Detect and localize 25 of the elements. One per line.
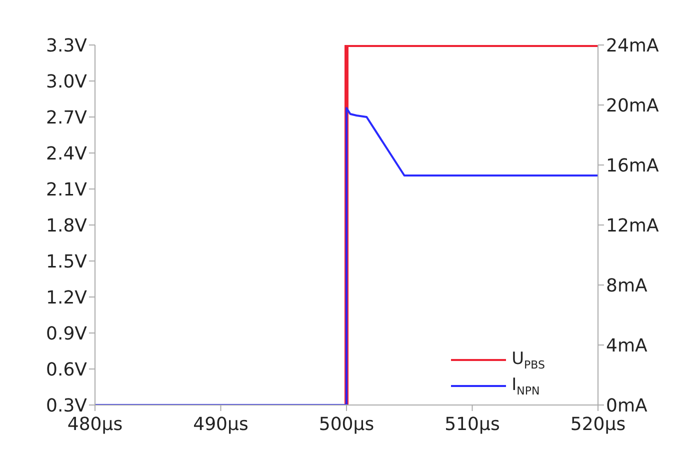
- x-tick-label: 500µs: [318, 414, 374, 435]
- x-tick-label: 490µs: [193, 414, 248, 435]
- y-tick-label: 3.0V: [46, 71, 88, 92]
- x-tick-label: 480µs: [67, 414, 123, 435]
- y2-tick-label: 12mA: [606, 215, 660, 236]
- x-tick-label: 510µs: [444, 414, 500, 435]
- legend-label: U$_{PBS}$: [512, 348, 545, 372]
- y-tick-label: 2.7V: [46, 107, 88, 128]
- y-tick-label: 0.3V: [46, 395, 88, 416]
- y2-tick-label: 16mA: [606, 155, 660, 176]
- y-tick-label: 2.1V: [46, 179, 88, 200]
- y2-tick-label: 20mA: [606, 95, 660, 116]
- y2-tick-label: 4mA: [606, 335, 648, 356]
- x-tick-label: 520µs: [570, 414, 626, 435]
- y-tick-label: 1.8V: [46, 215, 88, 236]
- legend-label: I$_{NPN}$: [512, 374, 540, 398]
- y2-tick-label: 8mA: [606, 275, 648, 296]
- y-tick-label: 3.3V: [46, 35, 88, 56]
- y2-tick-label: 24mA: [606, 35, 660, 56]
- y-tick-label: 1.5V: [46, 251, 88, 272]
- y-tick-label: 1.2V: [46, 287, 88, 308]
- y-tick-label: 0.9V: [46, 323, 88, 344]
- y2-tick-label: 0mA: [606, 395, 648, 416]
- y-tick-label: 0.6V: [46, 359, 88, 380]
- y-tick-label: 2.4V: [46, 143, 88, 164]
